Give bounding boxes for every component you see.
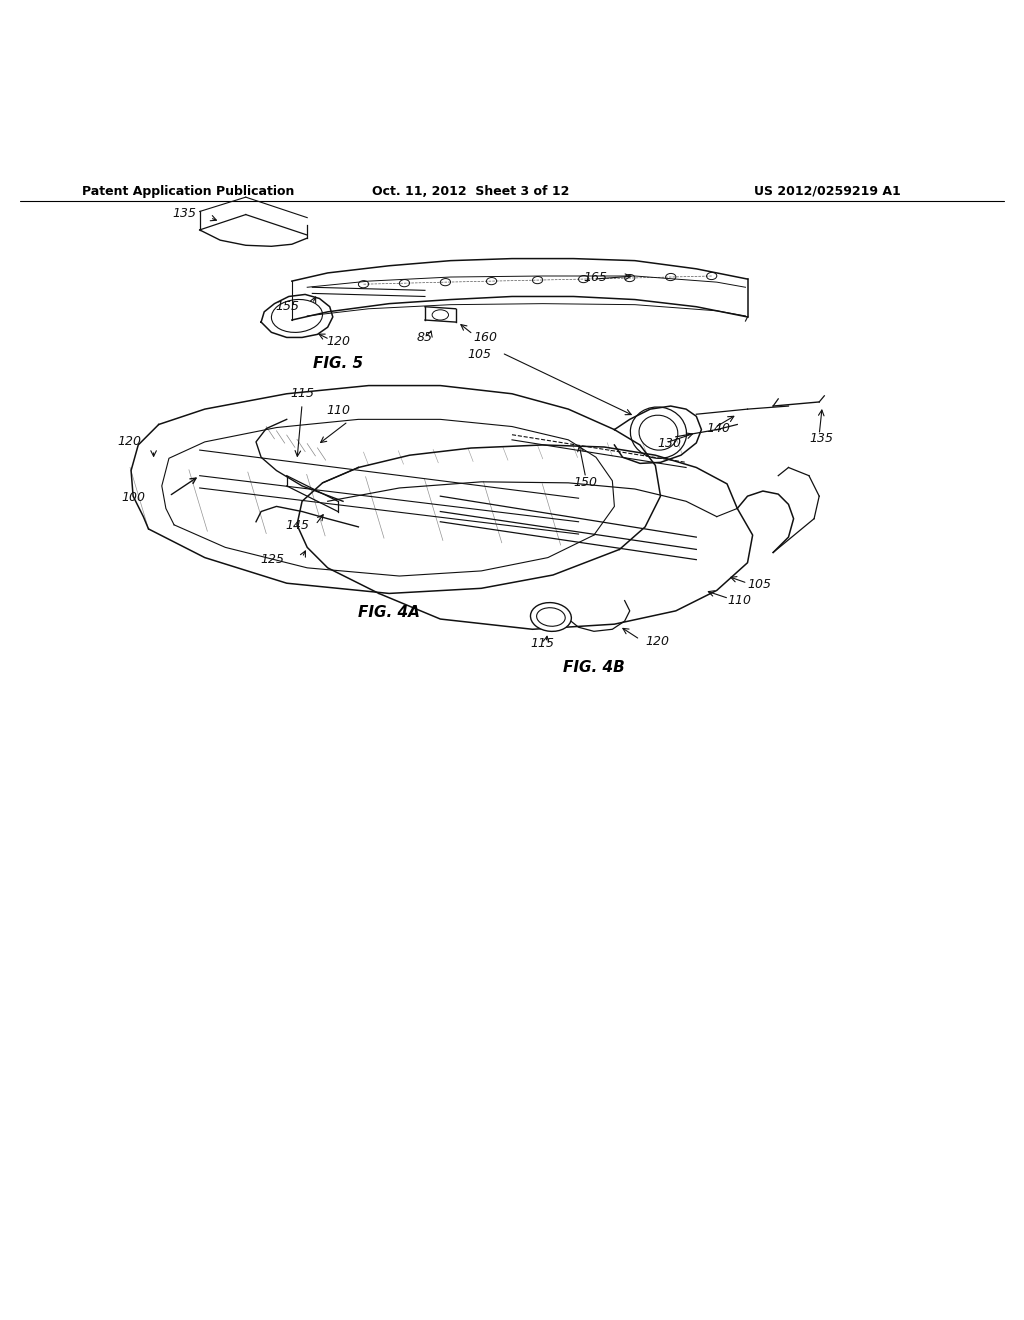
Text: FIG. 4A: FIG. 4A xyxy=(358,605,420,620)
Text: 115: 115 xyxy=(290,387,314,400)
Text: 125: 125 xyxy=(261,553,285,566)
Text: 130: 130 xyxy=(657,437,681,450)
Ellipse shape xyxy=(530,603,571,631)
Text: 115: 115 xyxy=(530,636,555,649)
Text: US 2012/0259219 A1: US 2012/0259219 A1 xyxy=(755,185,901,198)
Text: 120: 120 xyxy=(326,334,350,347)
Text: 155: 155 xyxy=(275,300,299,313)
Text: 110: 110 xyxy=(727,594,751,607)
Text: 120: 120 xyxy=(645,635,669,648)
Text: 110: 110 xyxy=(326,404,350,417)
Text: 140: 140 xyxy=(707,421,730,434)
Text: 105: 105 xyxy=(467,348,492,360)
Text: 160: 160 xyxy=(473,330,497,343)
Text: Oct. 11, 2012  Sheet 3 of 12: Oct. 11, 2012 Sheet 3 of 12 xyxy=(373,185,569,198)
Text: 145: 145 xyxy=(286,519,309,532)
Text: 135: 135 xyxy=(173,207,197,219)
Text: FIG. 4B: FIG. 4B xyxy=(563,660,625,676)
Text: 120: 120 xyxy=(118,436,141,447)
Text: 105: 105 xyxy=(748,578,771,591)
Text: 135: 135 xyxy=(809,432,833,445)
Text: 165: 165 xyxy=(584,271,607,284)
Text: FIG. 5: FIG. 5 xyxy=(313,356,362,371)
Text: 85: 85 xyxy=(417,330,433,343)
Text: 150: 150 xyxy=(573,477,598,488)
Text: Patent Application Publication: Patent Application Publication xyxy=(82,185,294,198)
Text: 100: 100 xyxy=(122,491,145,504)
